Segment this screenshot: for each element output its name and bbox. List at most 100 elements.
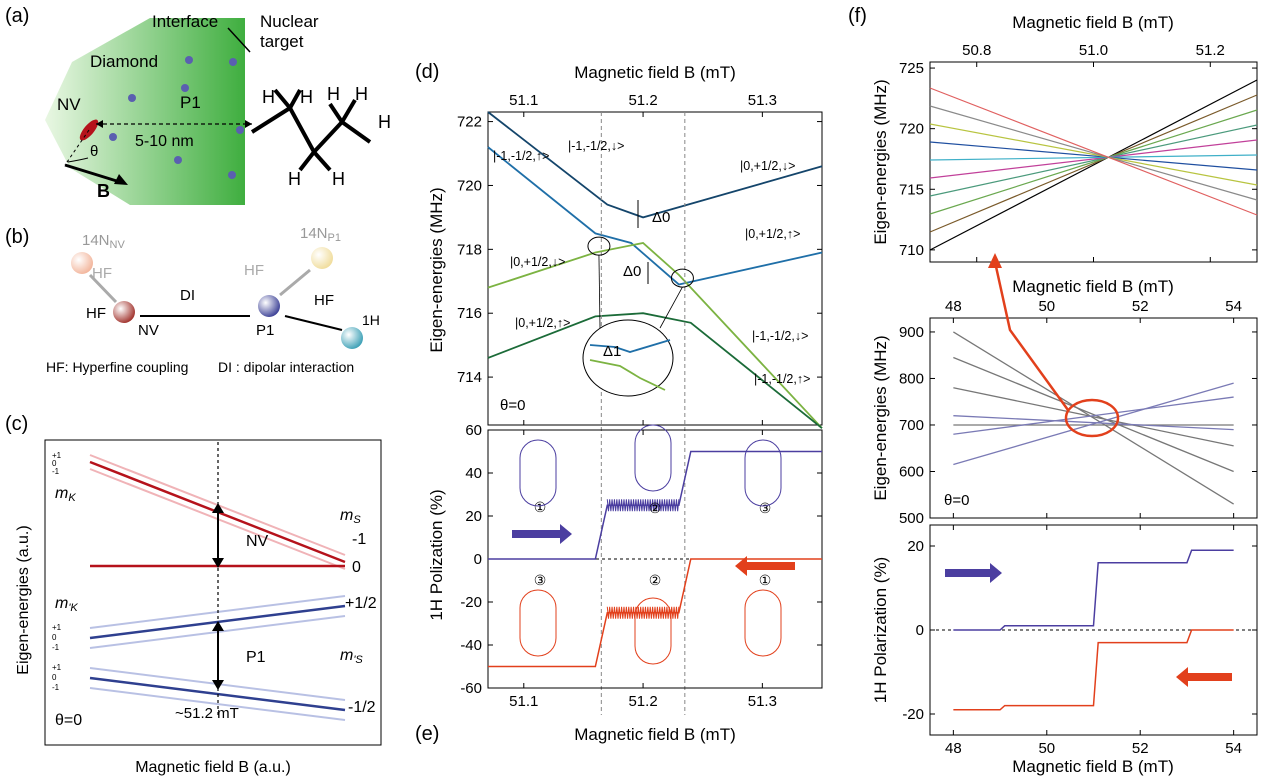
eigenlevel-line <box>929 154 1258 161</box>
y-tick-label: 900 <box>899 324 924 341</box>
svg-text:-1: -1 <box>52 643 60 652</box>
panel-f-top-xlabel: Magnetic field B (mT) <box>1012 13 1174 32</box>
theta-arc <box>67 157 89 163</box>
eigenlevel-line <box>929 141 1258 171</box>
y-tick-label: -60 <box>460 680 482 697</box>
x-tick-label: 51.2 <box>1196 42 1225 59</box>
panel-d-level-line <box>487 146 823 286</box>
p1-transition-label: P1 <box>246 649 266 666</box>
y-tick-label: 725 <box>899 60 924 77</box>
eigenlevel-line <box>953 356 1234 473</box>
x-tick-label: 51.0 <box>1079 42 1108 59</box>
hydrogen-atoms: H H H H H H H <box>262 84 391 189</box>
y-tick-label: 710 <box>899 242 924 259</box>
left-arrow-icon <box>1176 667 1232 687</box>
svg-text:+1: +1 <box>52 451 62 460</box>
p1-level-label-plus-half: +1/2 <box>345 595 377 612</box>
svg-text:0: 0 <box>52 673 57 682</box>
chart-panel-e: 51.1 51.2 51.3 -60 -40 -20 0 20 40 60 Magnetic fie… <box>427 422 823 744</box>
state-label: |0,+1/2,↓> <box>740 159 795 173</box>
panel-d-level-line <box>487 111 823 219</box>
x-tick-label: 52 <box>1132 298 1149 315</box>
eigenlevel-line <box>929 79 1258 251</box>
panel-f-mid-xlabel: Magnetic field B (mT) <box>1012 277 1174 296</box>
h-atom: H <box>327 84 340 104</box>
polarization-line <box>488 558 822 668</box>
x-tick-label: 52 <box>1132 740 1149 757</box>
y-tick-label: -40 <box>460 637 482 654</box>
svg-text:-1: -1 <box>52 467 60 476</box>
nv-label: NV <box>57 95 81 114</box>
panel-c-theta: θ=0 <box>55 712 82 729</box>
eigenlevel-line <box>929 87 1258 216</box>
zoom-pointer-arrowhead <box>988 253 1002 268</box>
panel-label-b: (b) <box>5 226 29 248</box>
diamond-crystal <box>45 18 245 205</box>
chart-panel-f: 50.8 51.0 51.2 710 715 720 725 Magnetic field B… <box>871 13 1258 776</box>
theta-label: θ=0 <box>944 492 969 509</box>
y-tick-label: 20 <box>465 508 482 525</box>
state-diagram-capsule <box>634 597 672 665</box>
n14-p1-ball <box>311 247 333 269</box>
y-tick-label: 40 <box>465 465 482 482</box>
nv-ball-label: NV <box>138 322 159 339</box>
state-diagram-capsule <box>744 589 782 657</box>
x-tick-label: 51.3 <box>748 693 777 710</box>
nv-mk-ticks: +10-1 <box>52 451 62 476</box>
x-tick-label: 50 <box>1038 740 1055 757</box>
oscillation-band <box>606 499 680 512</box>
panel-e-xlabel: Magnetic field B (mT) <box>574 725 736 744</box>
nuclear-target-line1: Nuclear <box>260 12 319 31</box>
zoom-pointer <box>993 261 1070 411</box>
oscillation-band <box>606 606 680 619</box>
x-tick-label: 48 <box>945 740 962 757</box>
h-atom: H <box>378 112 391 132</box>
state-diagram-capsule <box>519 589 557 657</box>
eigenlevel-line <box>929 109 1258 215</box>
panel-label-a: (a) <box>5 5 29 27</box>
polarization-line <box>953 629 1234 711</box>
svg-text:0: 0 <box>52 633 57 642</box>
y-tick-label: 720 <box>457 177 482 194</box>
state-index-label: ③ <box>759 500 772 516</box>
panel-d-xlabel: Magnetic field B (mT) <box>574 63 736 82</box>
state-diagram-capsule <box>519 439 557 507</box>
hf-coupling-proton <box>284 315 343 331</box>
y-tick-label: 715 <box>899 181 924 198</box>
h-atom: H <box>288 169 301 189</box>
y-tick-label: 720 <box>899 121 924 138</box>
panel-d-level-line <box>487 241 823 429</box>
b-field-arrowhead <box>114 174 128 185</box>
zoom-level-line <box>589 339 671 353</box>
y-tick-label: 800 <box>899 370 924 387</box>
y-tick-label: 600 <box>899 463 924 480</box>
state-index-label: ① <box>534 499 547 515</box>
svg-text:-1: -1 <box>52 683 60 692</box>
y-tick-label: 20 <box>907 538 924 555</box>
state-index-label: ③ <box>534 572 547 588</box>
x-tick-label: 54 <box>1225 740 1242 757</box>
nv-level-label-minus1: -1 <box>352 531 366 548</box>
legend-di: DI : dipolar interaction <box>218 359 354 375</box>
h-atom: H <box>332 169 345 189</box>
nv-axis-line <box>64 129 90 166</box>
legend-hf: HF: Hyperfine coupling <box>46 359 188 375</box>
mk-label: mK <box>55 485 76 504</box>
x-tick-label: 51.2 <box>628 92 657 109</box>
nv-transition-label: NV <box>246 533 269 550</box>
di-label: DI <box>180 287 195 304</box>
hf-label-proton: HF <box>314 292 334 309</box>
x-tick-label: 48 <box>945 298 962 315</box>
eigenlevel-line <box>953 396 1234 435</box>
right-arrow-icon <box>945 563 1002 583</box>
y-tick-label: 0 <box>916 622 924 639</box>
y-tick-label: 714 <box>457 369 482 386</box>
hf-label-left: HF <box>86 305 106 322</box>
eigenlevel-line <box>953 382 1234 466</box>
panel-label-e: (e) <box>415 723 439 745</box>
n14-nv-ball <box>71 252 93 274</box>
y-tick-label: 722 <box>457 114 482 131</box>
ms-label: mS <box>340 507 361 526</box>
state-label: |-1,-1/2,↑> <box>493 149 549 163</box>
right-arrow-icon <box>512 524 572 544</box>
